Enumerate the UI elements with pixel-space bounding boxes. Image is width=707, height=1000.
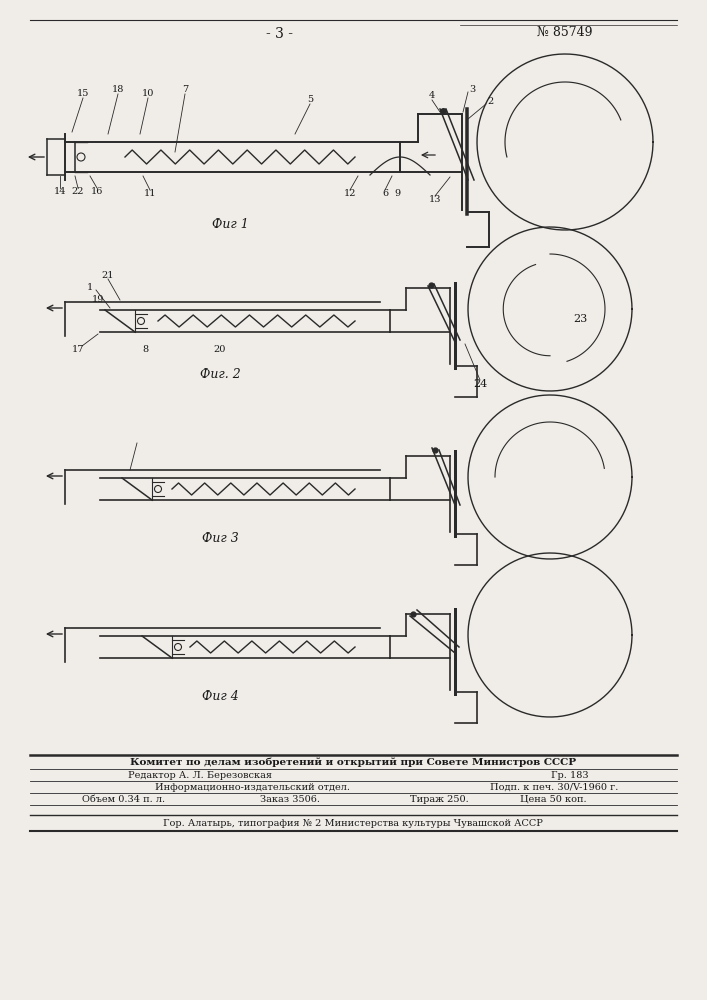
Text: 21: 21 (102, 270, 115, 279)
Text: Объем 0.34 п. л.: Объем 0.34 п. л. (82, 794, 165, 804)
Text: 17: 17 (71, 346, 84, 355)
Text: 6: 6 (382, 190, 388, 198)
Text: 3: 3 (469, 85, 475, 94)
Text: - 3 -: - 3 - (267, 27, 293, 41)
Text: Цена 50 коп.: Цена 50 коп. (520, 794, 587, 804)
Text: 5: 5 (307, 96, 313, 104)
Text: 4: 4 (429, 92, 435, 101)
Text: Фиг 3: Фиг 3 (201, 532, 238, 544)
Text: 23: 23 (573, 314, 587, 324)
Text: 10: 10 (142, 90, 154, 99)
Text: 13: 13 (428, 196, 441, 205)
Text: 18: 18 (112, 86, 124, 95)
Text: Комитет по делам изобретений и открытий при Совете Министров СССР: Комитет по делам изобретений и открытий … (130, 757, 576, 767)
Text: 7: 7 (182, 86, 188, 95)
Text: 12: 12 (344, 190, 356, 198)
Text: Гр. 183: Гр. 183 (551, 770, 589, 780)
Text: 9: 9 (394, 190, 400, 198)
Text: 14: 14 (54, 188, 66, 196)
Text: Подп. к печ. 30/V-1960 г.: Подп. к печ. 30/V-1960 г. (490, 782, 619, 792)
Text: 16: 16 (90, 188, 103, 196)
Text: Редактор А. Л. Березовская: Редактор А. Л. Березовская (128, 770, 272, 780)
Text: 11: 11 (144, 190, 156, 198)
Text: 15: 15 (77, 90, 89, 99)
Text: 24: 24 (473, 379, 487, 389)
Text: Фиг. 2: Фиг. 2 (199, 367, 240, 380)
Text: Фиг 4: Фиг 4 (201, 690, 238, 702)
Text: Тираж 250.: Тираж 250. (410, 794, 469, 804)
Text: 19: 19 (92, 296, 104, 304)
Text: Фиг 1: Фиг 1 (211, 218, 248, 231)
Text: № 85749: № 85749 (537, 25, 592, 38)
Text: 8: 8 (142, 346, 148, 355)
Text: 22: 22 (71, 188, 84, 196)
Text: Заказ 3506.: Заказ 3506. (260, 794, 320, 804)
Text: 2: 2 (487, 98, 493, 106)
Text: 1: 1 (87, 284, 93, 292)
Text: Гор. Алатырь, типография № 2 Министерства культуры Чувашской АССР: Гор. Алатырь, типография № 2 Министерств… (163, 818, 543, 828)
Text: Информационно-издательский отдел.: Информационно-издательский отдел. (155, 782, 350, 792)
Text: 20: 20 (214, 346, 226, 355)
